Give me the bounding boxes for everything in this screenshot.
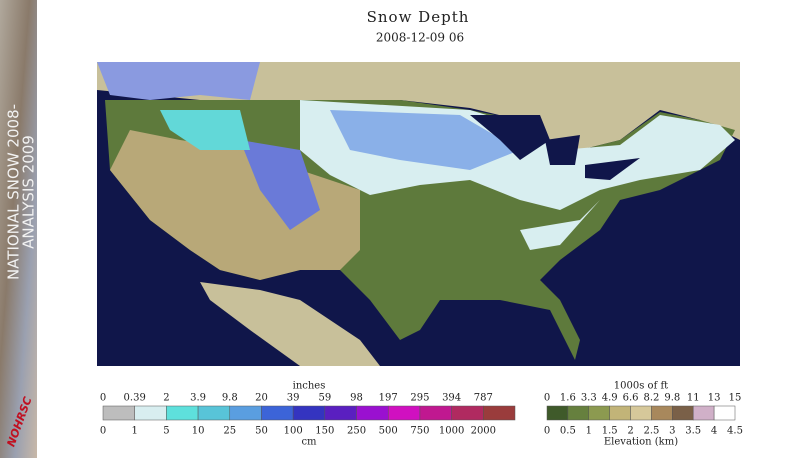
legend-bottom-label: 250 [347,426,366,437]
legend-bottom-label: 3.5 [685,426,701,437]
legend-swatch [588,405,610,421]
west-terrain [110,130,360,280]
legend-swatch [672,405,694,421]
legend-swatch [451,405,484,421]
legend-bottom-label: 2000 [471,426,496,437]
legend-swatch [324,405,357,421]
sidebar-line1: NATIONAL SNOW 2008- [5,104,23,280]
legend-bottom-label: 1.5 [602,426,618,437]
legend-top-label: 11 [687,393,700,404]
legend-bottom-label: 0 [544,426,550,437]
legend-bottom-label: 25 [223,426,236,437]
legend-swatch [651,405,673,421]
legend-top-label: 9.8 [664,393,680,404]
legend-top-label: 394 [442,393,461,404]
legend-swatch [419,405,452,421]
legend-top-label: 6.6 [623,393,639,404]
legend-bottom-label: 2 [627,426,633,437]
legend-swatch [102,405,135,421]
snow-canada-west [97,62,260,100]
legend-top-label: 295 [410,393,429,404]
legend-bottom-label: 100 [284,426,303,437]
sidebar [0,0,37,458]
legend-top-label: 1.6 [560,393,576,404]
legend-top-label: 197 [379,393,398,404]
legend-swatch [197,405,231,421]
title: Snow Depth [367,8,470,26]
legend-bottom-label: 50 [255,426,268,437]
legend-swatch [609,405,631,421]
snow-plains [330,110,520,170]
snow-rockies [240,140,320,230]
legend-unit-top: inches [293,381,326,392]
legend-bottom-label: 500 [379,426,398,437]
legend-top-label: 0 [100,393,106,404]
legend-swatch [713,405,736,421]
sidebar-line2: ANALYSIS 2009 [20,135,38,249]
legend-bottom-label: 750 [410,426,429,437]
legend-top-label: 8.2 [643,393,659,404]
legend-swatch [483,405,516,421]
legend-bottom-label: 1000 [439,426,464,437]
legend-top-label: 2 [163,393,169,404]
legend-swatch [292,405,326,421]
legend-swatch [134,405,167,421]
legend-top-label: 39 [287,393,300,404]
legend-bottom-label: 5 [163,426,169,437]
legend-unit-bottom: Elevation (km) [604,437,678,448]
legend-bottom-label: 4 [711,426,717,437]
legend-swatch [356,405,389,421]
legend-bottom-label: 0 [100,426,106,437]
mexico [200,282,380,366]
legend-swatch [692,405,715,421]
legend-bottom-label: 1 [132,426,138,437]
date: 2008-12-09 06 [376,31,464,45]
legend-bottom-label: 3 [669,426,675,437]
legend-swatch [387,405,421,421]
canada [97,62,740,150]
legend-top-label: 9.8 [222,393,238,404]
snow-northwest [160,110,250,150]
legend-top-label: 13 [708,393,721,404]
legend-top-label: 15 [729,393,742,404]
legend-top-label: 3.9 [190,393,206,404]
legend-bottom-label: 2.5 [643,426,659,437]
legend-bottom-label: 1 [586,426,592,437]
legend-bottom-label: 0.5 [560,426,576,437]
legend-top-label: 20 [255,393,268,404]
legend-unit-top: 1000s of ft [614,381,668,392]
legend-swatch [567,405,590,421]
map [97,62,740,366]
legend-top-label: 787 [474,393,493,404]
legend-swatch [229,405,262,421]
legend-swatch [546,405,569,421]
legend-swatch [630,405,652,421]
great-lakes [470,115,640,180]
legend-bottom-label: 10 [192,426,205,437]
legend-bottom-label: 4.5 [727,426,743,437]
legend-top-label: 98 [350,393,363,404]
legend-top-label: 0 [544,393,550,404]
legend-top-label: 59 [318,393,331,404]
legend-top-label: 4.9 [602,393,618,404]
legend-bottom-label: 150 [315,426,334,437]
legend-unit-bottom: cm [301,437,317,448]
legend-top-label: 0.39 [124,393,146,404]
legend-swatch [261,405,294,421]
legend-swatch [166,405,199,421]
legend-top-label: 3.3 [581,393,597,404]
snow-appalachian [520,200,600,250]
